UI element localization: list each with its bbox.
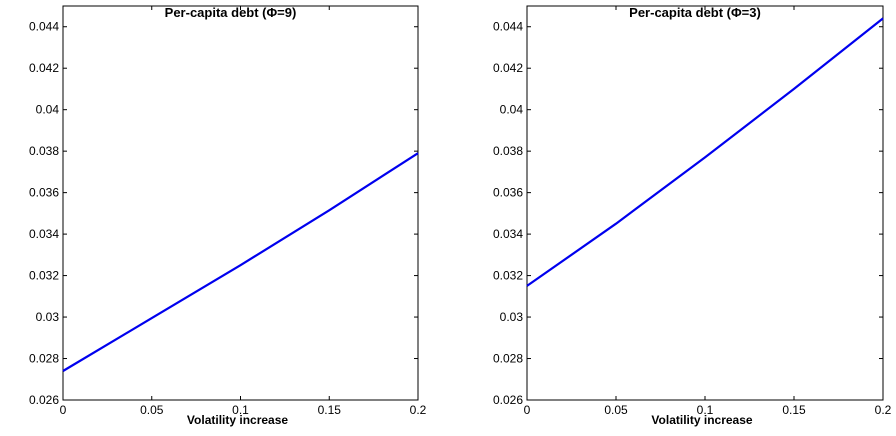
x-tick-label: 0.05 [140, 403, 164, 417]
axes-box-left [62, 5, 419, 401]
x-tick-label: 0.05 [604, 403, 628, 417]
axes-box-right [526, 5, 884, 401]
chart-title-left: Per-capita debt (Φ=9) [165, 5, 297, 20]
y-tick-label: 0.026 [29, 393, 59, 407]
series-line-right [526, 17, 884, 287]
y-tick-label: 0.036 [29, 186, 59, 200]
y-tick-label: 0.04 [36, 103, 60, 117]
y-tick-label: 0.04 [500, 103, 524, 117]
x-tick-label: 0 [60, 403, 67, 417]
x-tick-label: 0.1 [697, 403, 714, 417]
x-tick-label: 0.15 [318, 403, 342, 417]
x-axis-label-right: Volatility increase [651, 413, 752, 427]
y-tick-label: 0.028 [29, 352, 59, 366]
series-line-left [62, 152, 419, 372]
y-tick-label: 0.034 [493, 227, 523, 241]
y-tick-label: 0.032 [29, 269, 59, 283]
y-tick-label: 0.038 [493, 144, 523, 158]
x-tick-label: 0.2 [875, 403, 892, 417]
y-tick-label: 0.042 [29, 61, 59, 75]
y-tick-label: 0.038 [29, 144, 59, 158]
chart-panel-left: Per-capita debt (Φ=9) 0 0.05 0.1 0.15 0.2 0.02… [29, 5, 427, 427]
x-tick-label: 0.15 [782, 403, 806, 417]
y-tick-label: 0.034 [29, 227, 59, 241]
x-axis-label-left: Volatility increase [187, 413, 288, 427]
y-tick-label: 0.032 [493, 269, 523, 283]
y-tick-label: 0.044 [29, 20, 59, 34]
x-tick-label: 0 [524, 403, 531, 417]
y-tick-label: 0.028 [493, 352, 523, 366]
y-tick-label: 0.044 [493, 20, 523, 34]
y-tick-label: 0.026 [493, 393, 523, 407]
chart-title-right: Per-capita debt (Φ=3) [629, 5, 761, 20]
y-tick-label: 0.042 [493, 61, 523, 75]
y-tick-label: 0.03 [36, 310, 60, 324]
y-tick-label: 0.036 [493, 186, 523, 200]
x-tick-label: 0.2 [410, 403, 427, 417]
chart-panel-right: Per-capita debt (Φ=3) 0 0.05 0.1 0.15 0.2 0.02… [493, 5, 892, 427]
x-tick-label: 0.1 [232, 403, 249, 417]
y-tick-label: 0.03 [500, 310, 524, 324]
